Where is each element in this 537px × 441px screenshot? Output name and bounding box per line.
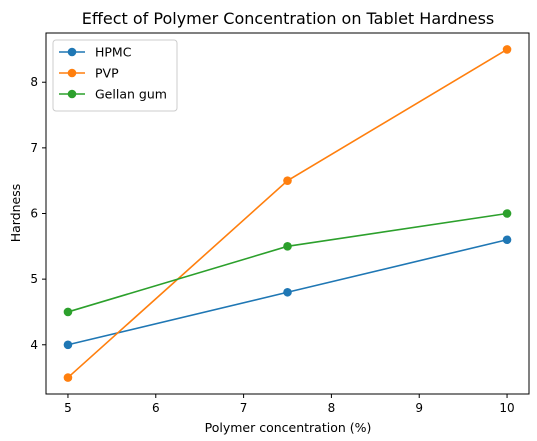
y-tick-label: 5: [30, 272, 38, 286]
x-tick-label: 5: [64, 401, 72, 415]
y-axis-label: Hardness: [8, 184, 23, 243]
data-point: [502, 209, 512, 218]
plot-area: 5 6 7 8 9 10 4 5 6 7 8: [30, 32, 530, 415]
data-point: [283, 242, 292, 251]
legend-marker: [67, 89, 77, 99]
data-point: [502, 45, 512, 54]
legend-marker: [67, 68, 77, 78]
chart-title: Effect of Polymer Concentration on Table…: [82, 9, 494, 28]
data-point: [63, 373, 73, 382]
legend-entry: PVP: [95, 66, 119, 81]
legend-entry: HPMC: [95, 45, 132, 60]
x-tick-label: 9: [415, 401, 423, 415]
x-tick-label: 6: [152, 401, 160, 415]
x-tick-label: 8: [328, 401, 336, 415]
legend: HPMC PVP Gellan gum: [52, 39, 178, 112]
y-tick-label: 6: [30, 207, 38, 221]
y-tick-label: 7: [30, 141, 38, 155]
data-point: [283, 287, 292, 297]
x-tick-label: 7: [240, 401, 248, 415]
data-point: [283, 176, 292, 185]
legend-entry: Gellan gum: [95, 87, 167, 102]
y-tick-label: 4: [30, 338, 38, 352]
series-line-2: [67, 212, 508, 313]
x-tick-label: 10: [499, 401, 514, 415]
data-point: [502, 235, 512, 245]
data-point: [63, 307, 73, 317]
y-tick-label: 8: [30, 75, 38, 89]
x-axis-label: Polymer concentration (%): [205, 420, 372, 435]
data-point: [63, 340, 73, 350]
legend-marker: [67, 47, 77, 57]
